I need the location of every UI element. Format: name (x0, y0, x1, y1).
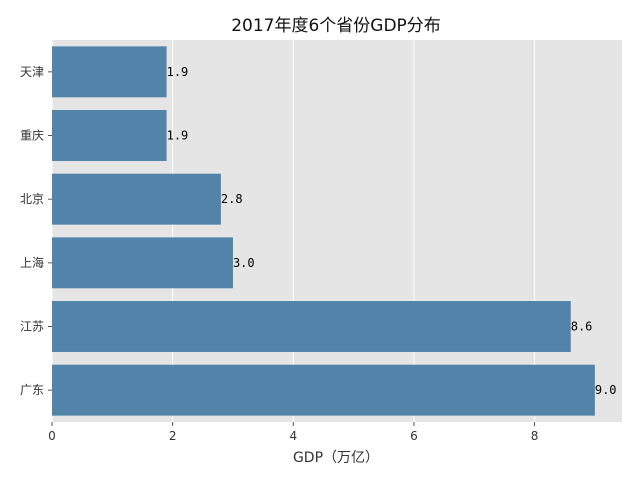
x-tick-label: 8 (531, 429, 539, 443)
y-tick-label: 天津 (20, 65, 44, 79)
x-tick-label: 0 (48, 429, 56, 443)
bar (52, 46, 167, 98)
bar (52, 364, 595, 416)
y-tick-label: 重庆 (20, 129, 44, 143)
bar (52, 110, 167, 161)
bar (52, 237, 233, 289)
x-tick-label: 2 (169, 429, 177, 443)
plot-area (52, 40, 622, 422)
x-axis-label: GDP（万亿） (293, 450, 379, 466)
data-label: 3.0 (233, 256, 255, 270)
data-label: 8.6 (571, 320, 593, 334)
data-label: 9.0 (595, 383, 617, 397)
x-tick-label: 6 (410, 429, 418, 443)
data-label: 1.9 (167, 65, 189, 79)
y-tick-label: 广东 (20, 383, 44, 397)
chart-title: 2017年度6个省份GDP分布 (231, 16, 441, 36)
gridlines (51, 40, 536, 422)
data-label: 2.8 (221, 192, 243, 206)
data-labels: 1.9 1.9 2.8 3.0 8.6 9.0 (167, 65, 617, 397)
y-tick-label: 上海 (20, 255, 44, 270)
y-tick-label: 江苏 (20, 320, 44, 334)
bars (52, 46, 595, 416)
x-tick-label: 4 (289, 429, 297, 443)
x-axis: 0 2 4 6 8 (48, 422, 538, 443)
y-tick-label: 北京 (20, 192, 44, 206)
bar (52, 173, 221, 225)
data-label: 1.9 (167, 129, 189, 143)
bar (52, 301, 571, 352)
